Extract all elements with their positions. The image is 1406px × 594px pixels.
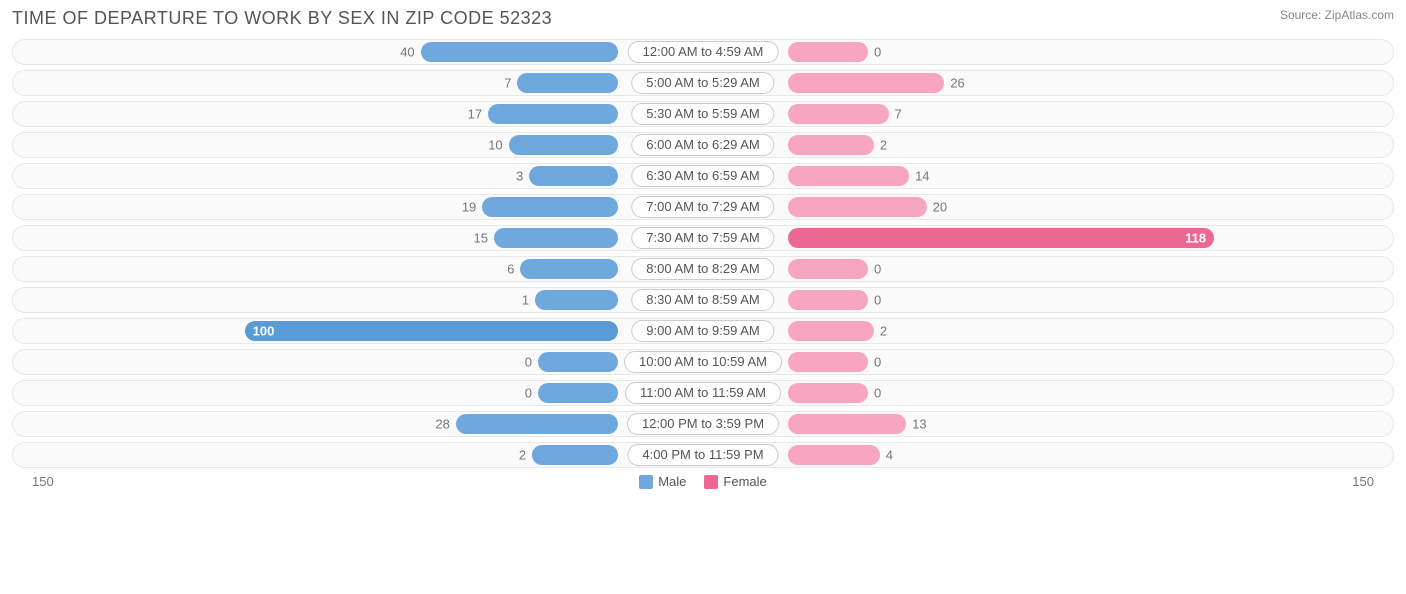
female-bar: [788, 197, 927, 217]
time-range-label: 7:30 AM to 7:59 AM: [631, 227, 774, 249]
male-value: 7: [504, 76, 511, 91]
male-bar: [494, 228, 618, 248]
bar-row: 10:00 AM to 10:59 AM 0 0: [12, 349, 1394, 375]
female-bar: [788, 42, 868, 62]
legend: Male Female: [639, 474, 767, 489]
male-value: 1: [522, 293, 529, 308]
female-bar: [788, 135, 874, 155]
female-bar: [788, 290, 868, 310]
axis-right-max: 150: [1352, 474, 1374, 489]
time-range-label: 12:00 AM to 4:59 AM: [628, 41, 779, 63]
female-value: 20: [933, 200, 947, 215]
male-bar: [532, 445, 618, 465]
time-range-label: 6:30 AM to 6:59 AM: [631, 165, 774, 187]
time-range-label: 7:00 AM to 7:29 AM: [631, 196, 774, 218]
bar-row: 8:30 AM to 8:59 AM 1 0: [12, 287, 1394, 313]
bar-row: 8:00 AM to 8:29 AM 6 0: [12, 256, 1394, 282]
female-bar: [788, 259, 868, 279]
female-value: 2: [880, 138, 887, 153]
female-bar: [788, 104, 889, 124]
bar-row: 9:00 AM to 9:59 AM 100 2: [12, 318, 1394, 344]
male-bar: [535, 290, 618, 310]
female-value: 0: [874, 386, 881, 401]
male-bar: [538, 383, 618, 403]
female-bar: [788, 166, 909, 186]
male-bar: [529, 166, 618, 186]
female-bar: [788, 352, 868, 372]
male-bar: [509, 135, 618, 155]
legend-male: Male: [639, 474, 686, 489]
female-value: 0: [874, 262, 881, 277]
legend-female: Female: [704, 474, 766, 489]
time-range-label: 4:00 PM to 11:59 PM: [627, 444, 778, 466]
male-bar: [488, 104, 618, 124]
female-bar: [788, 383, 868, 403]
female-value: 13: [912, 417, 926, 432]
male-value: 10: [488, 138, 502, 153]
time-range-label: 8:00 AM to 8:29 AM: [631, 258, 774, 280]
male-bar: [538, 352, 618, 372]
bar-row: 12:00 AM to 4:59 AM 40 0: [12, 39, 1394, 65]
male-value: 40: [400, 45, 414, 60]
female-bar: [788, 73, 944, 93]
male-value: 6: [507, 262, 514, 277]
time-range-label: 11:00 AM to 11:59 AM: [625, 382, 781, 404]
male-bar: [456, 414, 618, 434]
male-value: 2: [519, 448, 526, 463]
time-range-label: 12:00 PM to 3:59 PM: [627, 413, 779, 435]
chart-title: TIME OF DEPARTURE TO WORK BY SEX IN ZIP …: [12, 8, 552, 29]
axis-left-max: 150: [32, 474, 54, 489]
male-bar: [421, 42, 618, 62]
male-value: 0: [525, 386, 532, 401]
male-value: 0: [525, 355, 532, 370]
bar-row: 6:30 AM to 6:59 AM 3 14: [12, 163, 1394, 189]
male-value: 100: [253, 324, 275, 339]
bar-row: 4:00 PM to 11:59 PM 2 4: [12, 442, 1394, 468]
bar-row: 5:00 AM to 5:29 AM 7 26: [12, 70, 1394, 96]
chart-header: TIME OF DEPARTURE TO WORK BY SEX IN ZIP …: [12, 8, 1394, 29]
chart-footer: 150 Male Female 150: [12, 474, 1394, 489]
bar-row: 11:00 AM to 11:59 AM 0 0: [12, 380, 1394, 406]
chart-source: Source: ZipAtlas.com: [1280, 8, 1394, 22]
female-bar: [788, 445, 880, 465]
female-value: 2: [880, 324, 887, 339]
time-range-label: 10:00 AM to 10:59 AM: [624, 351, 782, 373]
male-bar: [482, 197, 618, 217]
time-range-label: 9:00 AM to 9:59 AM: [631, 320, 774, 342]
diverging-bar-chart: 12:00 AM to 4:59 AM4005:00 AM to 5:29 AM…: [12, 39, 1394, 468]
time-range-label: 8:30 AM to 8:59 AM: [631, 289, 774, 311]
female-bar: [788, 321, 874, 341]
female-value: 118: [1185, 231, 1206, 246]
female-value: 14: [915, 169, 929, 184]
female-bar: 118: [788, 228, 1214, 248]
male-value: 28: [435, 417, 449, 432]
time-range-label: 5:30 AM to 5:59 AM: [631, 103, 774, 125]
bar-row: 6:00 AM to 6:29 AM 10 2: [12, 132, 1394, 158]
female-value: 26: [950, 76, 964, 91]
legend-female-swatch: [704, 475, 718, 489]
legend-female-label: Female: [723, 474, 766, 489]
male-value: 19: [462, 200, 476, 215]
female-value: 0: [874, 45, 881, 60]
time-range-label: 5:00 AM to 5:29 AM: [631, 72, 774, 94]
bar-row: 7:00 AM to 7:29 AM 19 20: [12, 194, 1394, 220]
female-value: 7: [895, 107, 902, 122]
male-value: 15: [474, 231, 488, 246]
male-bar: 100: [245, 321, 618, 341]
bar-row: 7:30 AM to 7:59 AM 15 118: [12, 225, 1394, 251]
legend-male-label: Male: [658, 474, 686, 489]
bar-row: 12:00 PM to 3:59 PM 28 13: [12, 411, 1394, 437]
legend-male-swatch: [639, 475, 653, 489]
female-value: 0: [874, 355, 881, 370]
female-value: 4: [886, 448, 893, 463]
female-bar: [788, 414, 906, 434]
female-value: 0: [874, 293, 881, 308]
bar-row: 5:30 AM to 5:59 AM 17 7: [12, 101, 1394, 127]
time-range-label: 6:00 AM to 6:29 AM: [631, 134, 774, 156]
male-bar: [517, 73, 618, 93]
male-bar: [520, 259, 618, 279]
male-value: 3: [516, 169, 523, 184]
male-value: 17: [468, 107, 482, 122]
